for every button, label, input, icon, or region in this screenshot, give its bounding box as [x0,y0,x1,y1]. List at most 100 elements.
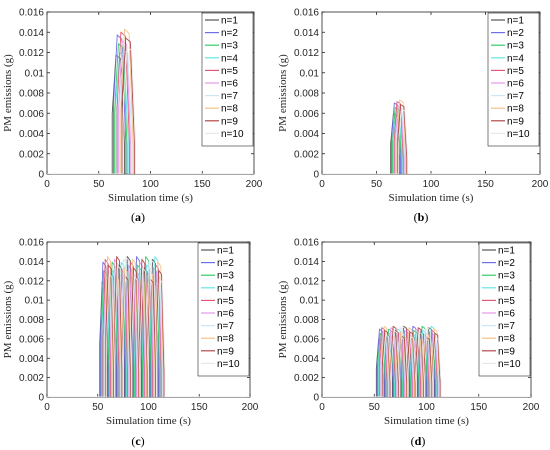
legend-label: n=10 [221,129,244,140]
panel-caption: (b) [414,210,429,224]
y-tick-label: 0.002 [294,373,319,384]
y-tick-label: 0.008 [294,315,319,326]
legend: n=1n=2 n=3n=4 n=5 n=6n=7 n=8n=9 n=10 [478,242,531,377]
x-tick-label: 100 [423,179,440,190]
x-tick-label: 50 [92,402,104,413]
panel-caption: (a) [131,210,145,224]
y-tick-label: 0.002 [294,149,319,160]
x-tick-label: 150 [470,402,487,413]
y-axis-label: PM emissions (g) [277,280,289,358]
y-tick-label: 0.008 [294,89,319,100]
legend-label: n=10 [507,129,530,140]
y-tick-label: 0.004 [19,129,44,140]
x-tick-label: 200 [246,179,263,190]
series-line-n=10 [322,325,531,397]
y-tick-label: 0.004 [294,129,319,140]
y-tick-label: 0.012 [19,276,44,287]
series-line-n=2 [322,102,540,174]
legend-label: n=8 [221,104,238,115]
legend-label: n=7 [498,321,515,332]
legend-label: n=4 [221,53,238,64]
y-tick-label: 0 [313,170,319,181]
x-tick-label: 0 [44,179,50,190]
legend-label: n=9 [217,346,234,357]
legend-label: n=9 [498,346,515,357]
x-tick-label: 50 [93,179,105,190]
y-tick-label: 0.014 [294,257,319,268]
legend-label: n=4 [498,283,515,294]
y-tick-label: 0.01 [25,296,45,307]
x-axis-label: Simulation time (s) [106,415,191,427]
y-tick-label: 0.006 [19,334,44,345]
x-tick-label: 150 [191,402,208,413]
y-axis-label: PM emissions (g) [277,54,289,132]
x-axis-label: Simulation time (s) [108,192,193,204]
x-tick-label: 100 [142,179,159,190]
legend-label: n=3 [507,41,524,52]
series-line-n=6 [47,40,254,174]
series-line-n=5 [47,31,254,174]
legend-label: n=8 [217,334,234,345]
y-tick-label: 0.006 [294,109,319,120]
series-line-n=7 [47,49,254,174]
x-tick-label: 200 [242,402,259,413]
series-traces [47,28,254,174]
x-tick-label: 100 [140,402,157,413]
y-tick-label: 0.016 [294,238,319,249]
legend-label: n=3 [498,271,515,282]
series-line-n=9 [47,37,254,174]
chart-panel-d: 0 50 100 150 200 0 0.002 0.004 0.006 0.008 0.01 0.0… [277,238,540,449]
y-tick-label: 0.004 [294,354,319,365]
legend-label: n=6 [498,309,515,320]
legend: n=1n=2 n=3n=4 n=5 n=6n=7 n=8n=9 n=10 [487,12,540,147]
legend-label: n=3 [217,271,234,282]
y-tick-label: 0.012 [19,48,44,59]
legend-box [201,12,254,147]
series-line-n=10 [47,46,254,174]
y-tick-label: 0.016 [294,8,319,19]
legend-label: n=2 [507,28,524,39]
y-tick-label: 0.006 [294,334,319,345]
x-axis-label: Simulation time (s) [389,192,474,204]
series-line-n=5 [322,101,540,174]
y-tick-label: 0.014 [19,28,44,39]
legend-label: n=1 [507,16,524,27]
panel-caption: (c) [131,434,144,448]
legend-label: n=2 [221,28,238,39]
chart-panel-a: 0 50 100 150 200 0 0.002 0.004 0.006 0.008 0.01 0.0… [2,8,263,225]
series-line-n=3 [47,43,254,174]
y-tick-label: 0 [313,393,319,404]
legend-box [487,12,540,147]
legend-label: n=2 [217,258,234,269]
x-tick-label: 50 [369,402,381,413]
x-tick-label: 150 [194,179,211,190]
chart-panel-c: 0 50 100 150 200 0 0.002 0.004 0.006 0.008 0.01 0.0… [2,238,259,449]
y-tick-label: 0.014 [294,28,319,39]
legend-box [478,242,531,377]
y-tick-label: 0.008 [19,89,44,100]
y-tick-label: 0.016 [19,8,44,19]
y-tick-label: 0.01 [300,296,320,307]
legend-label: n=8 [507,104,524,115]
y-tick-label: 0.01 [25,68,45,79]
legend-label: n=7 [507,91,524,102]
legend-label: n=9 [507,116,524,127]
legend-label: n=6 [217,309,234,320]
legend-label: n=5 [498,296,515,307]
x-tick-label: 0 [319,179,325,190]
y-tick-label: 0.012 [294,48,319,59]
x-tick-label: 100 [418,402,435,413]
x-tick-label: 150 [477,179,494,190]
series-line-n=10 [47,256,250,397]
legend-label: n=7 [217,321,234,332]
y-tick-label: 0 [38,393,44,404]
legend-label: n=10 [217,359,240,370]
series-line-n=9 [322,104,540,174]
series-line-n=8 [322,99,540,174]
y-axis-label: PM emissions (g) [2,54,14,132]
series-traces [47,256,250,397]
y-tick-label: 0.002 [19,373,44,384]
legend-label: n=1 [221,16,238,27]
y-tick-label: 0.008 [19,315,44,326]
